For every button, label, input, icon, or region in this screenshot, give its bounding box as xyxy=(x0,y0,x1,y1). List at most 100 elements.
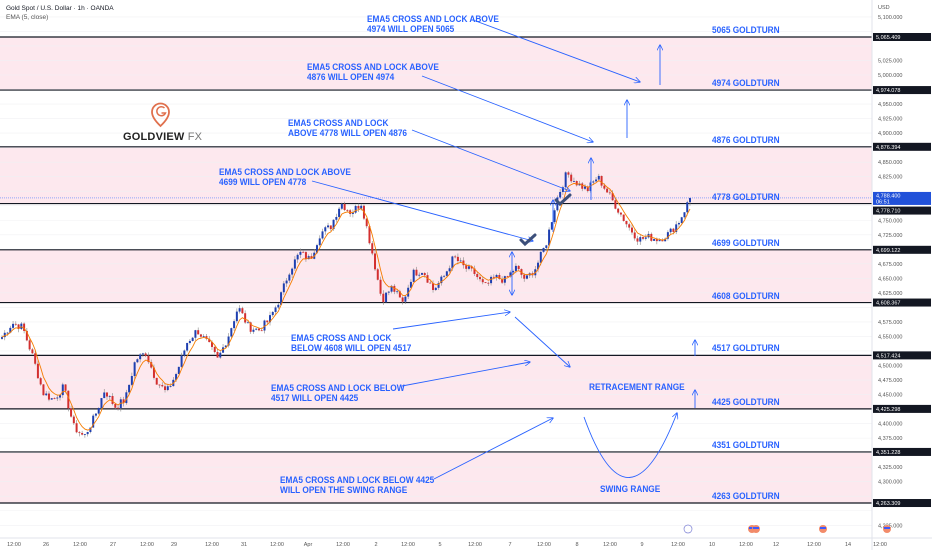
time-tick-label: 12:00 xyxy=(807,542,821,548)
flag-stripe xyxy=(749,527,755,529)
candle-body xyxy=(407,287,410,297)
candle-body xyxy=(219,352,222,358)
last-price-text: 4,788.400 xyxy=(876,193,900,199)
time-tick-label: 12 xyxy=(773,542,779,548)
candle-body xyxy=(603,185,606,189)
level-label: 4263 GOLDTURN xyxy=(712,491,780,502)
level-price-tag-text: 4,517.424 xyxy=(876,353,900,359)
candle-body xyxy=(222,347,225,353)
flag-stripe xyxy=(884,527,890,529)
candle-body xyxy=(164,386,167,391)
candle-body xyxy=(47,393,50,400)
time-tick-label: 12:00 xyxy=(270,542,284,548)
level-price-tag xyxy=(873,245,931,254)
candle-body xyxy=(487,282,490,284)
candle-body xyxy=(296,254,299,260)
candle-body xyxy=(70,408,73,417)
checkmark-icon xyxy=(554,193,572,207)
annotation-above-4699: EMA5 CROSS AND LOCK ABOVE 4699 WILL OPEN… xyxy=(219,167,351,187)
candle-body xyxy=(304,252,307,260)
candle-body xyxy=(675,224,678,232)
candle-body xyxy=(36,363,39,379)
price-tick-label: 4,650.000 xyxy=(878,276,902,282)
level-price-tag-text: 4,263.309 xyxy=(876,501,900,507)
annotation-arrow xyxy=(433,418,553,480)
price-tick-label: 5,100.000 xyxy=(878,15,902,21)
price-tick-label: 4,225.000 xyxy=(878,523,902,529)
candle-body xyxy=(119,399,122,409)
candle-body xyxy=(299,251,302,255)
candle-body xyxy=(481,279,484,283)
price-tick-label: 4,325.000 xyxy=(878,465,902,471)
candle-body xyxy=(125,392,128,404)
ema-price-tag xyxy=(873,206,931,215)
annotation-above-4778: EMA5 CROSS AND LOCK ABOVE 4778 WILL OPEN… xyxy=(288,118,408,138)
time-tick-label: 12:00 xyxy=(140,542,154,548)
candle-body xyxy=(39,378,42,385)
candle-body xyxy=(561,187,564,192)
candle-body xyxy=(56,397,59,399)
candle-body xyxy=(197,330,200,335)
candle-body xyxy=(81,433,84,435)
logo: GOLDVIEW FX xyxy=(123,131,202,143)
candle-body xyxy=(514,265,517,272)
candle-body xyxy=(155,377,158,385)
candle-body xyxy=(595,179,598,182)
price-tick-label: 4,450.000 xyxy=(878,393,902,399)
candle-body xyxy=(329,225,332,230)
price-tick-label: 4,625.000 xyxy=(878,291,902,297)
candle-body xyxy=(360,205,363,209)
time-tick-label: 2 xyxy=(374,542,377,548)
candle-body xyxy=(252,329,255,332)
level-price-tag xyxy=(873,499,931,508)
candle-body xyxy=(368,226,371,244)
candle-body xyxy=(501,278,504,283)
candle-body xyxy=(456,256,459,262)
candle-body xyxy=(589,182,592,192)
candle-body xyxy=(628,224,631,228)
logo-icon xyxy=(151,102,170,128)
candle-body xyxy=(45,393,48,396)
candle-body xyxy=(1,337,3,339)
ema-line xyxy=(1,179,691,431)
candle-body xyxy=(351,212,354,214)
symbol-title[interactable]: Gold Spot / U.S. Dollar · 1h · OANDA xyxy=(6,5,114,12)
event-icon[interactable] xyxy=(683,524,693,534)
candle-body xyxy=(451,256,454,269)
candle-body xyxy=(332,219,335,230)
time-tick-label: 12:00 xyxy=(873,542,887,548)
time-tick-label: 7 xyxy=(508,542,511,548)
price-tick-label: 4,950.000 xyxy=(878,102,902,108)
candle-body xyxy=(122,399,125,404)
time-tick-label: 12:00 xyxy=(537,542,551,548)
candle-body xyxy=(180,355,183,367)
candle-body xyxy=(324,227,327,232)
candle-body xyxy=(542,247,545,252)
candle-body xyxy=(349,210,352,214)
candle-body xyxy=(230,328,233,337)
candle-body xyxy=(23,323,26,331)
candle-body xyxy=(570,174,573,182)
candle-body xyxy=(335,216,338,220)
time-tick-label: 12:00 xyxy=(739,542,753,548)
candle-body xyxy=(233,321,236,329)
candle-body xyxy=(575,180,578,186)
candle-body xyxy=(177,366,180,375)
annotation-below-4425: EMA5 CROSS AND LOCK BELOW 4425 WILL OPEN… xyxy=(280,475,435,495)
shaded-band xyxy=(0,249,872,303)
indicator-label[interactable]: EMA (5, close) xyxy=(6,14,49,21)
last-price-tag xyxy=(873,191,931,205)
price-tick-label: 5,000.000 xyxy=(878,73,902,79)
candle-body xyxy=(653,239,656,241)
retracement-range-label: RETRACEMENT RANGE xyxy=(589,382,685,392)
candle-body xyxy=(128,384,131,393)
candle-body xyxy=(387,291,390,293)
candle-body xyxy=(9,327,12,333)
candle-body xyxy=(83,434,86,435)
candle-body xyxy=(105,392,108,397)
candle-body xyxy=(277,304,280,308)
currency-label: USD xyxy=(878,5,890,11)
level-label: 5065 GOLDTURN xyxy=(712,25,780,35)
candle-body xyxy=(415,269,418,276)
